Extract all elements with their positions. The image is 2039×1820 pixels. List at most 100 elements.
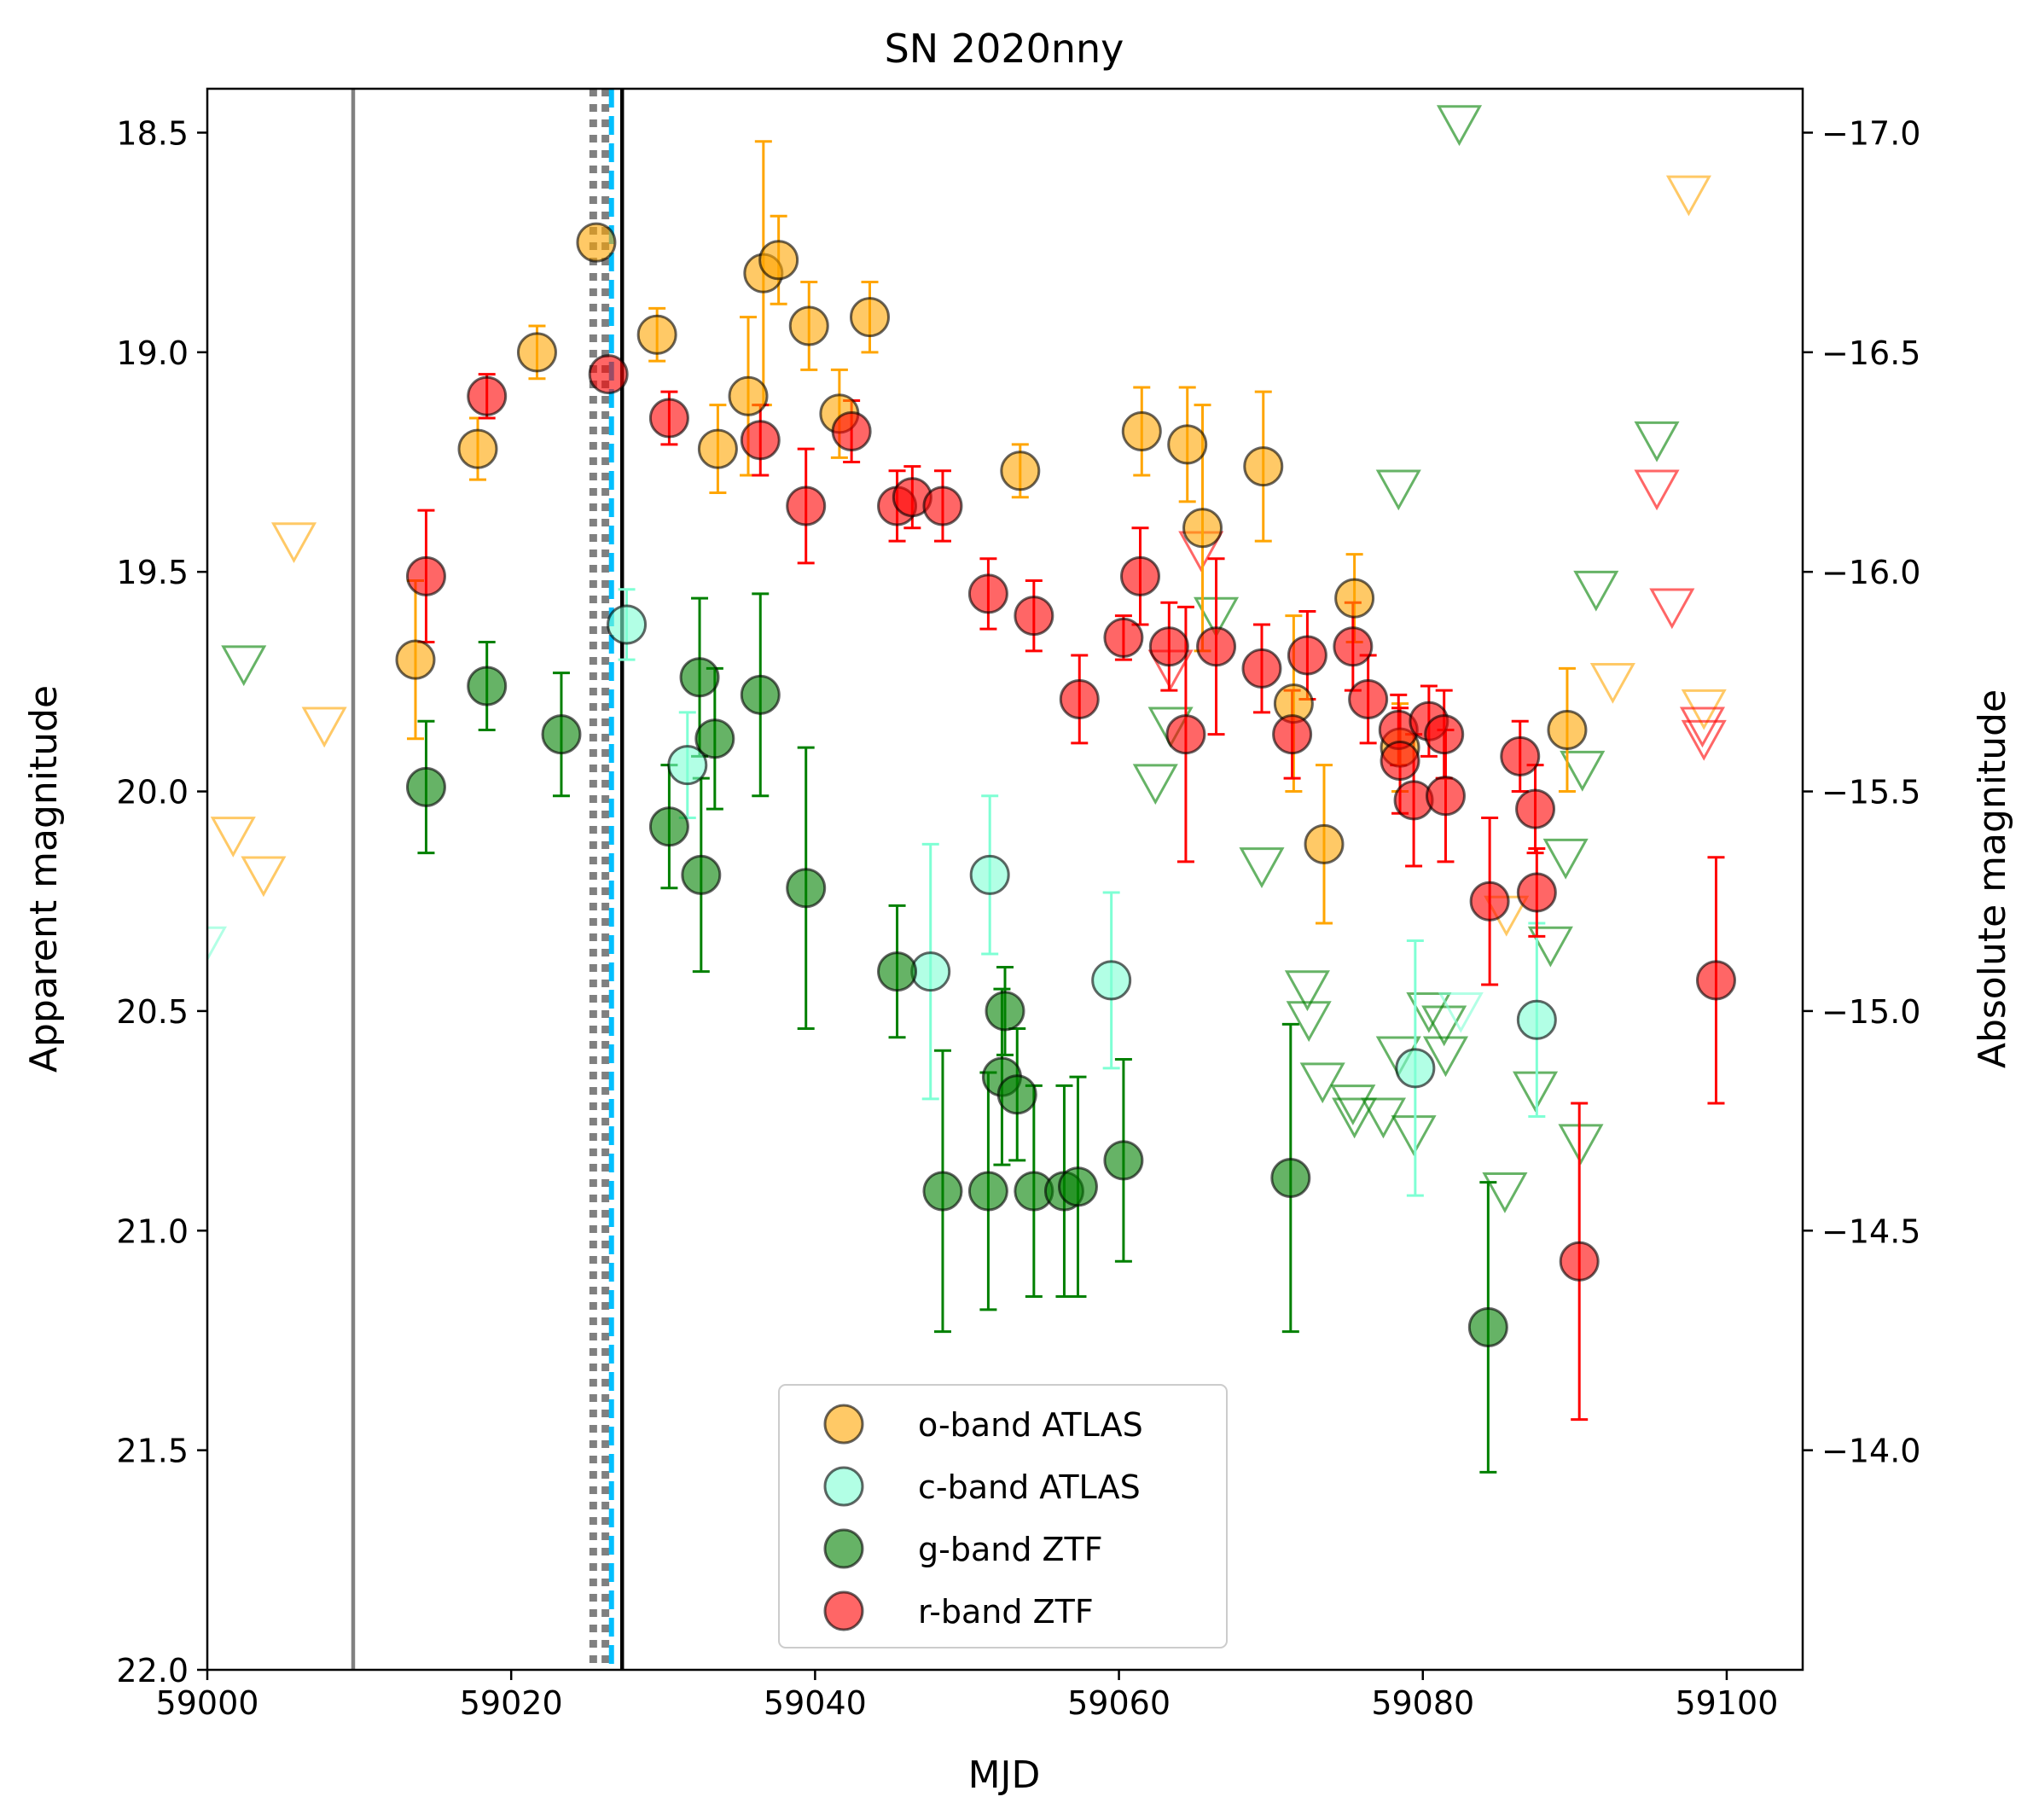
y2-tick-label: −17.0 (1821, 114, 1920, 152)
y-tick-label: 18.5 (116, 114, 189, 152)
point-r-band (1515, 788, 1556, 829)
point-r-band (405, 555, 446, 596)
point-g-band (1057, 1166, 1098, 1207)
point-r-band (1287, 635, 1327, 676)
point-r-band (1380, 741, 1420, 782)
point-c-band (667, 745, 708, 786)
point-r-band (1241, 648, 1282, 689)
point-o-band (1243, 446, 1284, 487)
point-r-band (740, 420, 781, 461)
point-o-band (849, 297, 890, 338)
point-r-band (922, 486, 963, 526)
point-r-band (648, 398, 689, 439)
upper-limit-g (1542, 838, 1589, 880)
point-g-band (467, 666, 508, 706)
point-o-band (576, 222, 617, 263)
point-g-band (541, 714, 582, 755)
point-g-band (786, 868, 827, 909)
data-points-group (395, 222, 1736, 1348)
point-o-band (516, 332, 557, 373)
upper-limit-o (301, 706, 347, 748)
y2-axis-label: Absolute magnitude (1971, 689, 2014, 1068)
point-o-band (1182, 508, 1223, 549)
y-tick-label: 21.5 (116, 1433, 189, 1470)
point-g-band (405, 766, 446, 807)
point-g-band (1270, 1158, 1311, 1199)
point-o-band (728, 375, 769, 416)
point-c-band (969, 854, 1010, 895)
upper-limit-g (1391, 1115, 1437, 1156)
upper-limit-g (1573, 570, 1619, 612)
y-tick-label: 20.5 (116, 993, 189, 1031)
upper-limit-g (1421, 1005, 1467, 1047)
legend-label-g: g-band ZTF (918, 1531, 1103, 1568)
upper-limit-g (1513, 1071, 1559, 1113)
point-r-band (1425, 776, 1466, 817)
point-o-band (1334, 578, 1375, 619)
upper-limit-c (207, 926, 227, 962)
point-r-band (1103, 617, 1144, 658)
point-g-band (1467, 1307, 1508, 1348)
upper-limit-o (1665, 175, 1711, 217)
legend-marker-c (823, 1466, 864, 1507)
point-r-band (1695, 960, 1736, 1001)
upper-limit-g (1284, 970, 1330, 1012)
point-c-band (1395, 1048, 1436, 1089)
point-g-band (679, 657, 720, 698)
point-r-band (1196, 626, 1237, 667)
upper-limit-r (1681, 719, 1727, 761)
point-r-band (467, 375, 508, 416)
point-r-band (786, 486, 827, 526)
point-g-band (740, 674, 781, 715)
point-o-band (1167, 424, 1208, 465)
point-r-band (1469, 881, 1510, 922)
point-r-band (1014, 596, 1054, 637)
point-r-band (967, 573, 1008, 614)
y2-tick-label: −14.0 (1821, 1433, 1920, 1470)
y-axis-label: Apparent magnitude (22, 685, 66, 1073)
point-g-band (922, 1171, 963, 1212)
upper-limit-g (1436, 105, 1483, 147)
upper-limit-g (1332, 1097, 1378, 1139)
point-r-band (588, 354, 629, 395)
point-r-band (1500, 736, 1541, 776)
legend: o-band ATLAS c-band ATLAS g-band ZTF r-band… (778, 1384, 1228, 1648)
plot-frame (206, 87, 1804, 1672)
upper-limit-o (1589, 662, 1635, 704)
upper-limit-r (1634, 469, 1680, 511)
upper-limit-r (1679, 706, 1726, 748)
point-r-band (1424, 714, 1465, 755)
point-r-band (1333, 626, 1374, 667)
upper-limit-g (1299, 1062, 1345, 1104)
point-g-band (877, 951, 918, 992)
point-g-band (681, 854, 722, 895)
axes-group: 59000 59020 59040 59060 59080 59100 18.5 19.0 19… (116, 87, 1920, 1722)
y-tick-label: 19.5 (116, 554, 189, 591)
y2-tick-label: −15.0 (1821, 993, 1920, 1031)
upper-limit-r (1649, 588, 1695, 630)
x-tick-label: 59100 (1676, 1684, 1779, 1722)
x-tick-label: 59080 (1371, 1684, 1474, 1722)
point-r-band (1059, 678, 1100, 719)
point-r-band (1559, 1241, 1600, 1282)
y2-tick-label: −14.5 (1821, 1212, 1920, 1250)
point-r-band (1120, 555, 1161, 596)
legend-marker-r (823, 1590, 864, 1631)
point-o-band (697, 428, 738, 469)
upper-limit-o (210, 817, 256, 858)
legend-marker-o (823, 1404, 864, 1445)
point-o-band (395, 639, 436, 680)
point-o-band (636, 314, 677, 355)
point-g-band (996, 1074, 1037, 1115)
point-r-band (1148, 626, 1189, 667)
point-c-band (607, 604, 648, 645)
upper-limit-g (1375, 469, 1421, 511)
point-c-band (1091, 960, 1132, 1001)
point-o-band (788, 305, 829, 346)
upper-limit-g (1560, 750, 1606, 792)
point-r-band (1165, 714, 1206, 755)
vertical-lines-group (351, 89, 624, 1670)
upper-limit-g (1406, 992, 1452, 1033)
y2-tick-label: −16.0 (1821, 554, 1920, 591)
upper-limit-g (1558, 1124, 1604, 1166)
